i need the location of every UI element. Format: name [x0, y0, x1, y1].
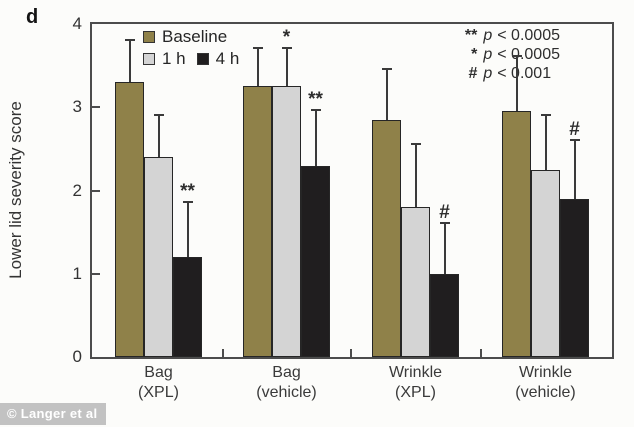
y-tick-label: 4 — [72, 14, 82, 33]
legend: Baseline 1 h 4 h — [143, 26, 250, 70]
y-tick-label: 2 — [72, 180, 82, 200]
y-tick — [92, 106, 100, 109]
error-bar-cap — [540, 113, 551, 116]
bar-Baseline-group1 — [115, 82, 144, 357]
bar-4h-group1 — [173, 257, 202, 357]
legend-item-1h: 1 h — [143, 49, 186, 69]
x-label-line2: (XPL) — [395, 384, 436, 401]
y-tick — [92, 272, 100, 275]
legend-label: 1 h — [162, 49, 186, 68]
error-bar — [128, 40, 131, 83]
annotation-symbol: ** — [464, 27, 478, 44]
x-label-line1: Bag — [144, 364, 173, 381]
error-bar — [186, 203, 189, 258]
error-bar-cap — [439, 221, 450, 224]
legend-item-4h: 4 h — [196, 49, 240, 69]
bar-4h-group3 — [430, 273, 459, 357]
x-axis-label: Bag (vehicle) — [222, 363, 352, 403]
error-bar — [157, 115, 160, 158]
annotation-line: ** p < 0.0005 — [451, 26, 560, 45]
legend-swatch-icon — [143, 53, 155, 65]
bar-Baseline-group4 — [502, 111, 531, 357]
bar-4h-group4 — [560, 198, 589, 357]
x-label-line2: (vehicle) — [256, 384, 317, 401]
annotation-line: * p < 0.0005 — [451, 45, 560, 64]
annotation-symbol: # — [468, 65, 478, 82]
x-label-line1: Wrinkle — [518, 364, 573, 381]
error-bar — [256, 48, 259, 87]
error-bar — [544, 115, 547, 170]
watermark-text: © Langer et al — [7, 406, 98, 421]
bar-Baseline-group3 — [372, 119, 401, 357]
error-bar-cap — [410, 142, 421, 145]
x-tick — [221, 349, 224, 357]
annotation-p: p — [483, 27, 493, 44]
annotation-symbol: * — [471, 46, 478, 63]
bar-1h-group1 — [144, 157, 173, 357]
legend-swatch-icon — [196, 53, 209, 65]
error-bar — [443, 223, 446, 274]
annotation-line: # p < 0.001 — [451, 64, 560, 83]
error-bar — [414, 144, 417, 208]
annotation-threshold: < 0.001 — [497, 65, 552, 82]
y-tick-label: 1 — [72, 263, 82, 283]
annotation-p: p — [483, 46, 493, 63]
legend-item-Baseline: Baseline — [143, 27, 227, 47]
error-bar — [285, 48, 288, 87]
significance-marker: # — [569, 118, 580, 140]
x-label-line2: (vehicle) — [515, 384, 576, 401]
significance-marker: * — [282, 26, 291, 48]
bar-4h-group2 — [301, 165, 330, 357]
x-axis-label: Wrinkle (vehicle) — [481, 363, 611, 403]
annotation-p: p — [483, 65, 493, 82]
error-bar-cap — [153, 113, 164, 116]
x-tick — [350, 349, 352, 357]
bar-Baseline-group2 — [243, 86, 272, 357]
legend-label: Baseline — [162, 27, 228, 46]
significance-annotations: ** p < 0.0005 * p < 0.0005 # p < 0.001 — [451, 26, 560, 83]
significance-marker: ** — [180, 181, 195, 202]
annotation-threshold: < 0.0005 — [497, 27, 560, 44]
bar-1h-group4 — [531, 169, 560, 357]
error-bar — [314, 111, 317, 166]
error-bar — [515, 57, 518, 112]
error-bar-cap — [182, 201, 193, 203]
x-axis-label: Bag (XPL) — [94, 363, 224, 403]
legend-swatch-icon — [143, 31, 155, 43]
y-tick-label: 3 — [72, 97, 82, 117]
error-bar-cap — [381, 67, 392, 70]
x-tick — [479, 349, 482, 357]
error-bar-cap — [511, 55, 522, 58]
error-bar-cap — [310, 109, 321, 112]
legend-row: 1 h 4 h — [143, 48, 250, 70]
significance-marker: # — [439, 201, 450, 223]
error-bar-cap — [569, 138, 580, 141]
error-bar — [385, 69, 388, 120]
x-label-line1: Bag — [272, 364, 301, 381]
legend-row: Baseline — [143, 26, 250, 48]
y-tick — [92, 189, 100, 192]
y-tick-label: 0 — [72, 347, 82, 366]
x-axis-label: Wrinkle (XPL) — [351, 363, 481, 403]
x-label-line2: (XPL) — [138, 384, 179, 401]
bar-1h-group2 — [272, 86, 301, 357]
y-axis-title: Lower lid severity score — [6, 101, 25, 279]
watermark: © Langer et al — [0, 403, 107, 425]
annotation-threshold: < 0.0005 — [497, 46, 560, 63]
error-bar-cap — [124, 38, 135, 41]
significance-marker: ** — [308, 89, 323, 111]
error-bar-cap — [281, 46, 292, 49]
error-bar-cap — [252, 46, 263, 49]
legend-label: 4 h — [215, 49, 240, 68]
x-label-line1: Wrinkle — [388, 364, 443, 381]
error-bar — [573, 140, 576, 199]
bar-1h-group3 — [401, 207, 430, 357]
panel-label: d — [26, 6, 39, 28]
